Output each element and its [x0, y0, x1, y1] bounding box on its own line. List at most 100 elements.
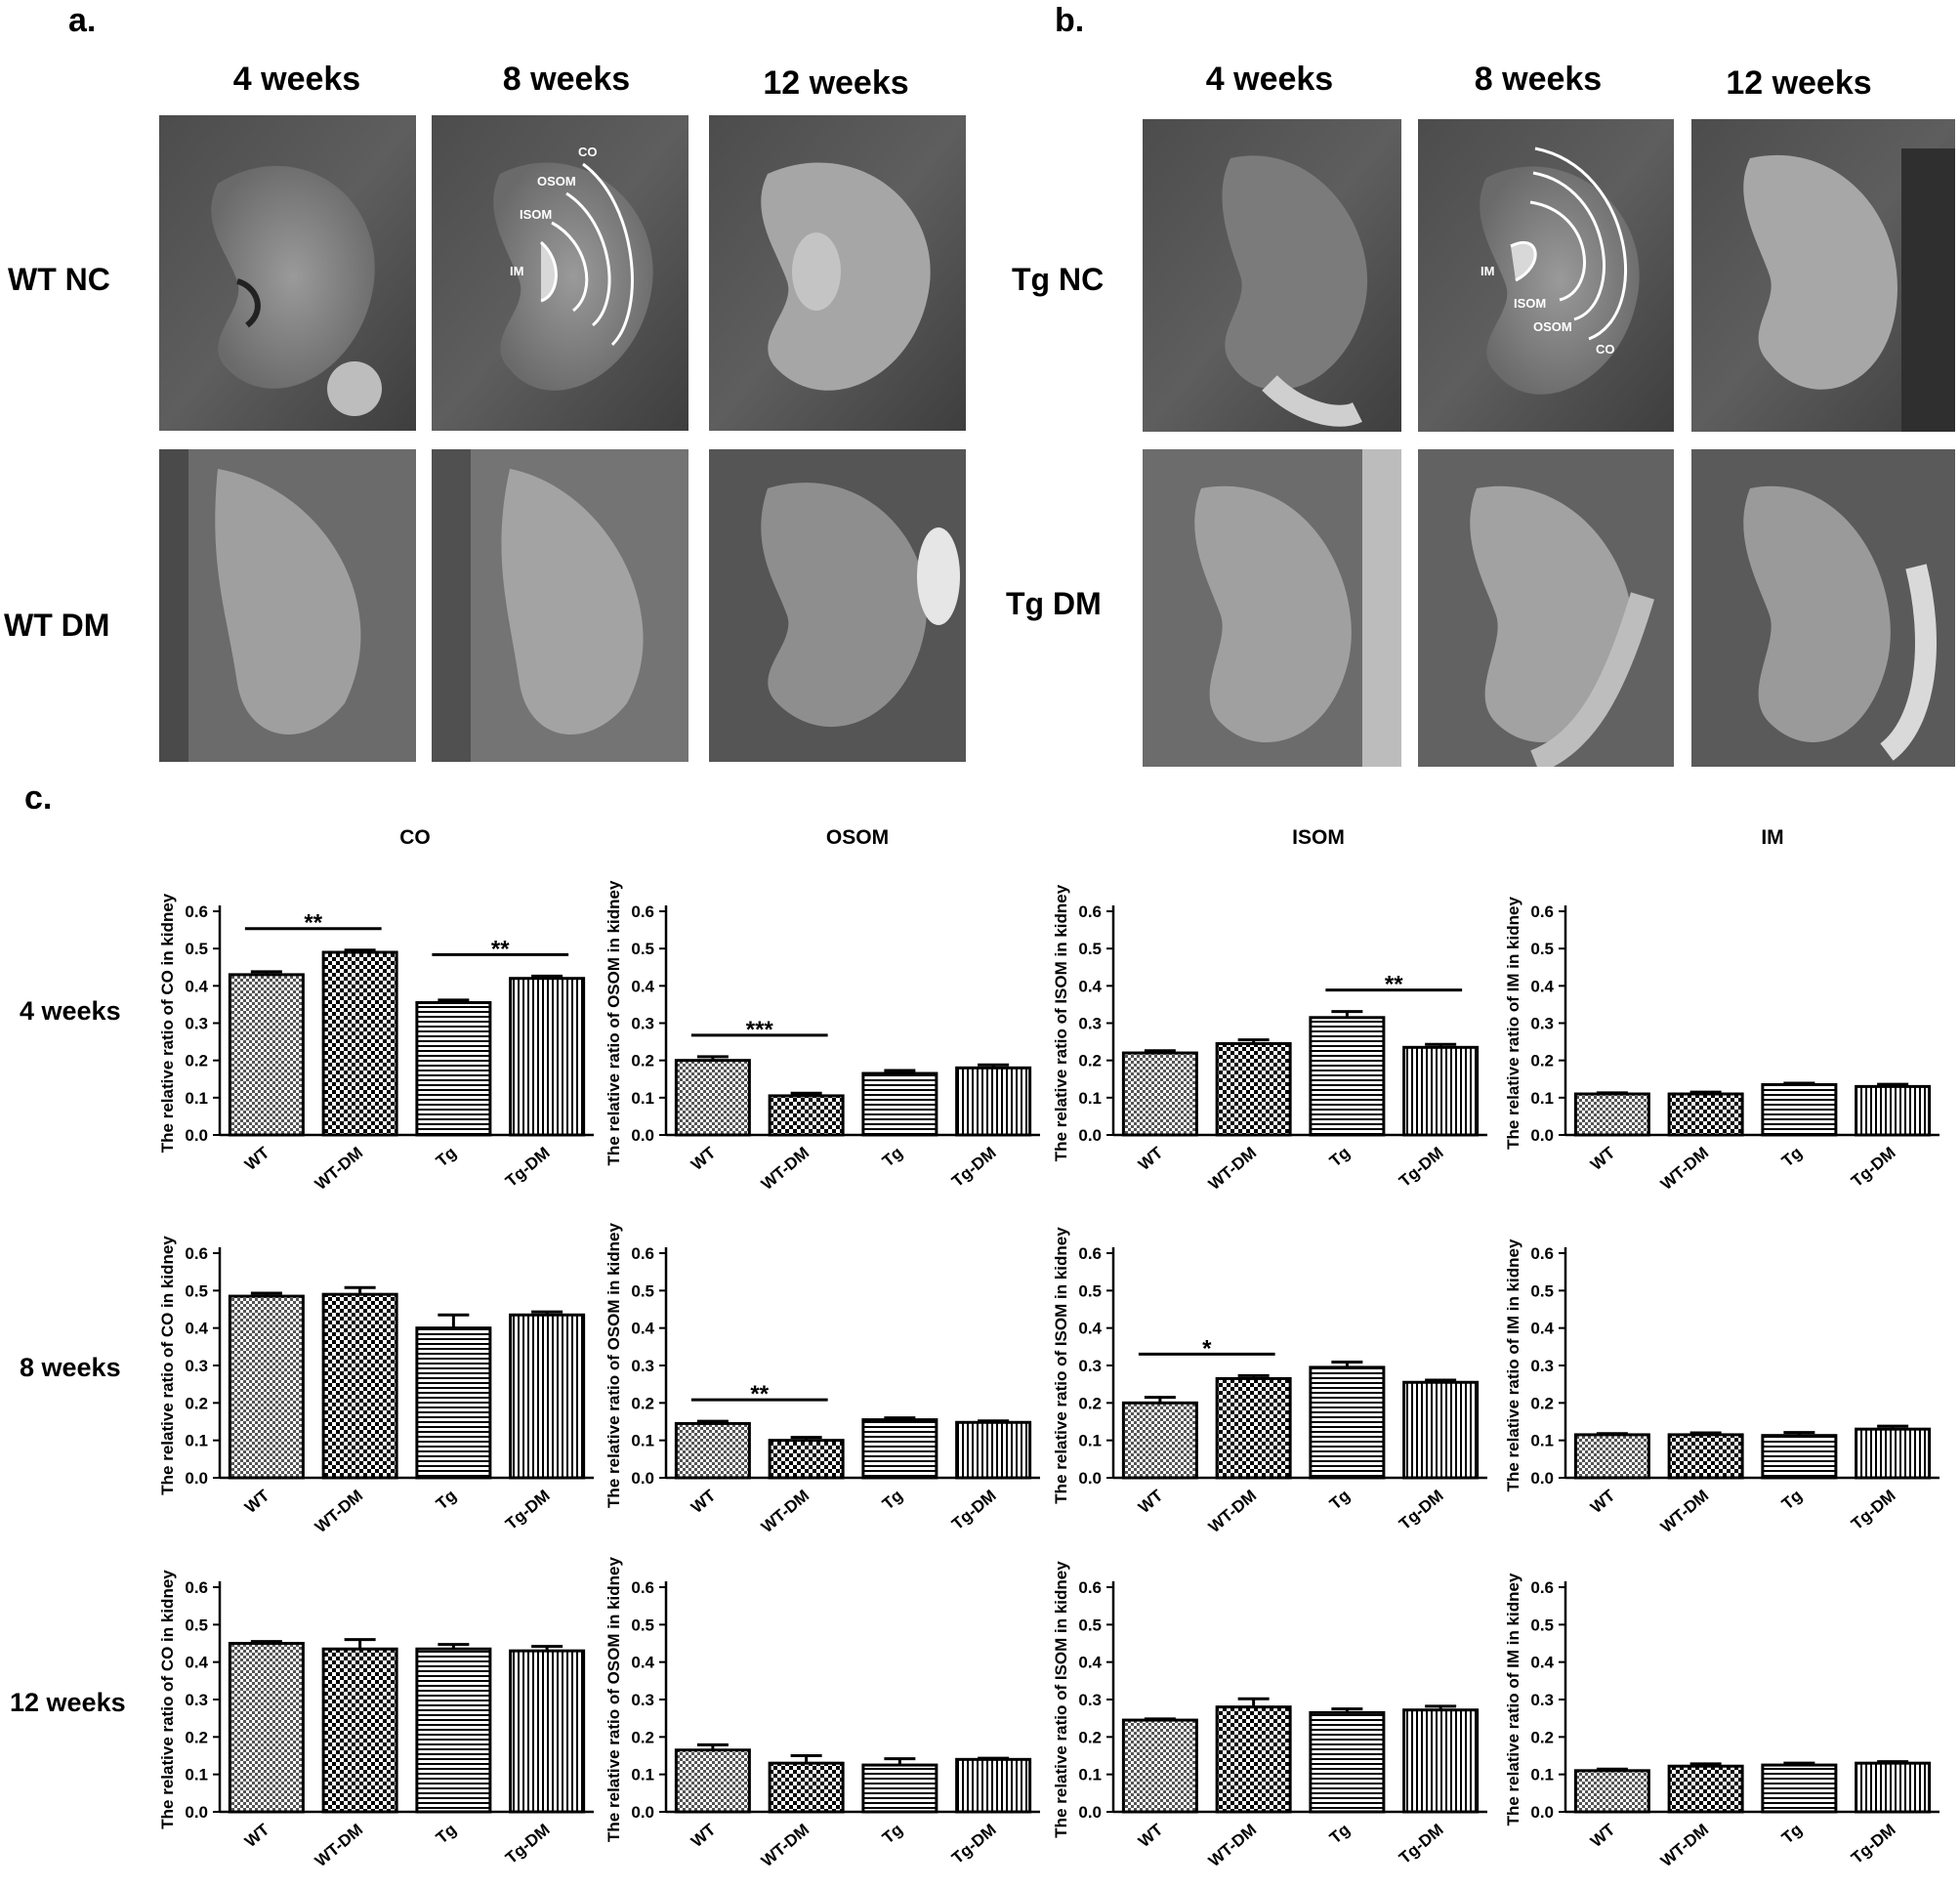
bar-wt-dm	[1215, 1041, 1292, 1137]
y-tick-label: 0.5	[1530, 1616, 1554, 1634]
anno-co-b: CO	[1596, 342, 1615, 357]
x-tick-label: WT-DM	[1657, 1821, 1712, 1871]
chart-8: 0.0 0.1 0.2 0.3 0.4 0.5 0.6 The relative ratio …	[1504, 1238, 1939, 1536]
y-tick-label: 0.2	[185, 1728, 208, 1746]
y-tick-label: 0.0	[1078, 1126, 1102, 1145]
y-tick-label: 0.2	[1078, 1052, 1102, 1070]
mri-tg-dm-4weeks	[1143, 449, 1401, 767]
panel-b-col-12weeks: 12 weeks	[1726, 64, 1872, 102]
chart-11: 0.0 0.1 0.2 0.3 0.4 0.5 0.6 The relative ratio …	[1052, 1561, 1487, 1870]
y-tick-label: 0.1	[185, 1766, 208, 1784]
y-tick-label: 0.4	[1530, 977, 1554, 995]
panel-a-col-4weeks: 4 weeks	[232, 61, 361, 98]
x-tick-label: Tg-DM	[502, 1487, 554, 1534]
x-tick-label: WT	[241, 1820, 273, 1851]
bar-tg-dm	[509, 1313, 586, 1480]
y-axis-label: The relative ratio of OSOM in kidney	[605, 880, 623, 1165]
y-tick-label: 0.6	[185, 1578, 208, 1597]
bar-tg-dm	[955, 1757, 1032, 1814]
y-tick-label: 0.0	[1530, 1803, 1554, 1822]
chart-col-title-osom: OSOM	[825, 826, 890, 849]
y-tick-label: 0.6	[1078, 1244, 1102, 1263]
y-axis-label: The relative ratio of CO in kidney	[158, 1570, 177, 1829]
chart-10: 0.0 0.1 0.2 0.3 0.4 0.5 0.6 The relative ratio …	[605, 1557, 1040, 1870]
y-tick-label: 0.6	[631, 1244, 654, 1263]
significance-label: **	[304, 910, 322, 937]
y-tick-label: 0.4	[631, 977, 654, 995]
bar-tg-dm	[509, 1649, 586, 1814]
bar-wt-dm	[1667, 1092, 1744, 1137]
bar-tg	[415, 1326, 492, 1480]
panel-a-row-wtdm: WT DM	[4, 608, 110, 643]
y-axis-label: The relative ratio of CO in kidney	[158, 893, 177, 1153]
x-tick-label: Tg	[1326, 1487, 1354, 1514]
bar-tg-dm	[1402, 1045, 1480, 1137]
mri-tg-nc-4weeks	[1143, 119, 1401, 432]
bar-wt	[1573, 1769, 1650, 1814]
y-axis-label: The relative ratio of OSOM in kidney	[605, 1557, 623, 1842]
significance-label: *	[1202, 1335, 1212, 1362]
y-tick-label: 0.6	[631, 903, 654, 921]
y-tick-label: 0.1	[1530, 1432, 1554, 1450]
y-tick-label: 0.3	[1530, 1015, 1554, 1033]
bar-tg-dm	[1402, 1380, 1480, 1480]
y-tick-label: 0.0	[1530, 1469, 1554, 1488]
bar-tg-dm	[955, 1066, 1032, 1137]
bar-tg	[415, 1647, 492, 1814]
x-tick-label: Tg	[1326, 1821, 1354, 1848]
x-tick-label: WT-DM	[758, 1487, 813, 1537]
y-tick-label: 0.3	[631, 1691, 654, 1709]
chart-9: 0.0 0.1 0.2 0.3 0.4 0.5 0.6 The relative ratio …	[158, 1570, 594, 1870]
panel-a-row-wtnc: WT NC	[8, 262, 110, 297]
x-tick-label: Tg	[1326, 1144, 1354, 1171]
mri-wt-dm-4weeks	[159, 449, 416, 762]
y-tick-label: 0.3	[631, 1015, 654, 1033]
bar-wt	[1121, 1051, 1198, 1137]
chart-2: 0.0 0.1 0.2 0.3 0.4 0.5 0.6 The relative ratio …	[605, 880, 1040, 1194]
bar-wt-dm	[321, 950, 398, 1137]
mri-wt-nc-4weeks	[159, 115, 416, 431]
x-tick-label: Tg	[879, 1144, 906, 1171]
chart-7: 0.0 0.1 0.2 0.3 0.4 0.5 0.6 The relative ratio …	[1052, 1227, 1487, 1536]
bar-tg	[861, 1763, 938, 1814]
bar-tg	[861, 1418, 938, 1480]
mri-wt-dm-12weeks	[709, 449, 966, 762]
y-tick-label: 0.3	[185, 1691, 208, 1709]
bar-wt	[1573, 1092, 1650, 1137]
y-tick-label: 0.0	[631, 1803, 654, 1822]
y-tick-label: 0.4	[1078, 1320, 1102, 1338]
y-axis-label: The relative ratio of IM in kidney	[1504, 1573, 1522, 1826]
y-tick-label: 0.1	[185, 1089, 208, 1108]
bar-wt-dm	[321, 1647, 398, 1814]
y-tick-label: 0.2	[1530, 1394, 1554, 1412]
y-tick-label: 0.4	[1530, 1320, 1554, 1338]
y-tick-label: 0.1	[1078, 1089, 1102, 1108]
x-tick-label: Tg	[433, 1487, 460, 1514]
x-tick-label: WT	[241, 1143, 273, 1174]
y-tick-label: 0.3	[185, 1015, 208, 1033]
chart-col-title-co: CO	[399, 826, 431, 849]
bar-wt	[1573, 1433, 1650, 1480]
x-tick-label: WT	[1587, 1486, 1619, 1517]
chart-6: 0.0 0.1 0.2 0.3 0.4 0.5 0.6 The relative ratio …	[605, 1223, 1040, 1537]
x-tick-label: WT-DM	[312, 1144, 366, 1195]
y-tick-label: 0.1	[631, 1766, 654, 1784]
y-tick-label: 0.2	[1078, 1394, 1102, 1412]
bar-wt-dm	[768, 1439, 845, 1480]
bar-wt-dm	[1667, 1764, 1744, 1814]
y-tick-label: 0.4	[185, 1654, 208, 1672]
panel-b-col-8weeks: 8 weeks	[1474, 61, 1603, 98]
y-tick-label: 0.2	[631, 1728, 654, 1746]
significance-label: ***	[746, 1017, 774, 1043]
y-tick-label: 0.0	[185, 1803, 208, 1822]
mri-wt-nc-12weeks	[709, 115, 966, 431]
y-tick-label: 0.5	[1078, 1616, 1102, 1634]
bar-wt	[674, 1421, 751, 1480]
x-tick-label: WT	[688, 1143, 720, 1174]
anno-osom-a: OSOM	[537, 174, 576, 189]
y-tick-label: 0.2	[1530, 1052, 1554, 1070]
x-tick-label: WT-DM	[758, 1144, 813, 1195]
chart-col-title-isom: ISOM	[1292, 826, 1345, 849]
y-tick-label: 0.4	[185, 1320, 208, 1338]
bar-tg-dm	[509, 977, 586, 1137]
